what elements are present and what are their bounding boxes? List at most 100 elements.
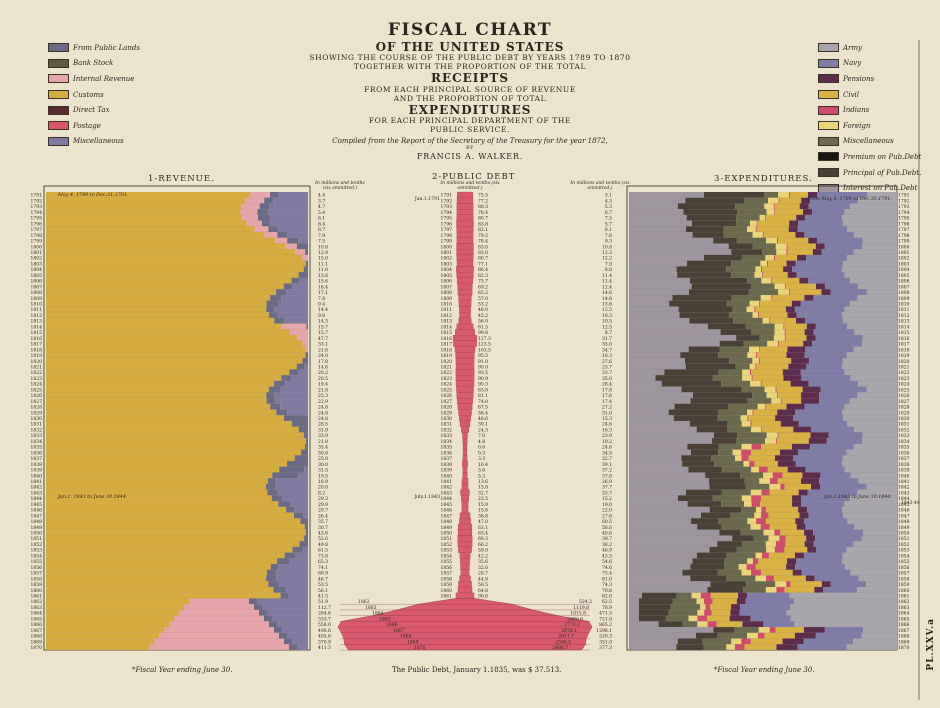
expenditure-bar-indians	[769, 317, 771, 324]
expenditure-total-label: 33.7	[602, 370, 612, 376]
expenditure-year-label: 1854	[898, 553, 910, 559]
revenue-bar-public_lands	[276, 558, 289, 565]
expenditure-total-label: 17.4	[602, 399, 612, 405]
expenditure-bar-interest	[629, 197, 686, 204]
expenditure-total-label: 31.0	[602, 410, 612, 416]
expenditure-bar-army	[867, 192, 897, 198]
expenditure-year-label: 1857	[898, 571, 910, 577]
expenditure-bar-army	[854, 524, 897, 530]
revenue-total-label: 46.7	[318, 576, 328, 582]
expenditure-bar-army	[849, 495, 897, 502]
expenditure-bar-indians	[769, 627, 776, 633]
expenditure-total-label: 7.9	[605, 261, 612, 267]
expenditure-bar-pensions	[804, 541, 814, 547]
debt-bar	[457, 289, 473, 296]
expenditure-bar-interest	[629, 558, 693, 565]
revenue-bar-public_lands	[305, 249, 308, 255]
expenditure-bar-misc_exp	[740, 472, 764, 479]
legend-label: Civil	[843, 90, 860, 99]
expenditure-year-label: 1807	[898, 284, 910, 290]
debt-bar	[456, 237, 474, 244]
revenue-bar-miscellaneous	[284, 317, 308, 324]
expenditure-bar-foreign	[763, 472, 773, 479]
expenditure-bar-army	[842, 220, 897, 227]
expenditure-bar-principal	[690, 564, 725, 570]
debt-bar	[456, 214, 474, 221]
expenditure-bar-foreign	[751, 466, 759, 473]
revenue-total-label: 15.7	[318, 330, 328, 336]
debt-year-label: 1828	[441, 405, 453, 411]
expenditure-bar-civil	[766, 506, 799, 513]
revenue-bar-customs	[46, 443, 305, 450]
expenditure-year-label: 1805	[898, 273, 910, 279]
expenditure-total-label: 3.1	[605, 193, 612, 199]
expenditure-year-label: 1843	[898, 490, 910, 496]
revenue-year-label: 1869	[31, 639, 43, 645]
revenue-bar-miscellaneous	[297, 644, 308, 650]
expenditure-bar-navy	[797, 449, 847, 456]
expenditure-bar-misc_exp	[717, 415, 741, 421]
revenue-bar-public_lands	[266, 483, 276, 490]
debt-year-label: 1801	[441, 250, 453, 256]
expenditure-bar-principal	[685, 197, 745, 204]
expenditure-bar-foreign	[775, 581, 787, 588]
expenditure-bar-navy	[763, 621, 795, 628]
expenditure-year-label: 1809	[898, 296, 910, 302]
expenditure-bar-foreign	[697, 621, 708, 628]
revenue-total-label: 21.8	[318, 387, 328, 393]
debt-bar	[454, 346, 476, 353]
expenditure-bar-misc_exp	[745, 483, 770, 490]
revenue-bar-miscellaneous	[278, 192, 308, 198]
revenue-year-label: 1849	[31, 525, 43, 531]
expenditure-bar-civil	[774, 203, 800, 210]
debt-year-label: 1808	[441, 290, 453, 296]
debt-year-label: 1866	[386, 622, 398, 628]
legend-swatch	[818, 74, 839, 84]
expenditure-bar-civil	[716, 621, 743, 628]
expenditure-bar-civil	[767, 466, 788, 473]
legend-label: Miscellaneous	[73, 137, 124, 146]
expenditure-bar-pensions	[806, 535, 816, 542]
expenditure-bar-principal	[677, 272, 732, 278]
revenue-bar-internal_revenue	[296, 335, 308, 341]
revenue-total-label: 10.8	[318, 244, 328, 250]
expenditure-bar-pensions	[801, 197, 811, 204]
debt-year-label: 1794	[441, 210, 453, 216]
expenditures-period-side-label: 1843-44	[901, 500, 920, 506]
debt-value-label: 82.1	[478, 227, 488, 233]
revenue-total-label: 51.9	[318, 599, 328, 605]
debt-value-label: 82.3	[478, 273, 488, 279]
expenditure-bar-navy	[807, 489, 858, 496]
expenditure-bar-principal	[705, 472, 741, 479]
expenditure-bar-civil	[786, 283, 816, 290]
expenditure-bar-foreign	[766, 432, 778, 439]
expenditure-bar-civil	[784, 587, 815, 593]
expenditure-bar-principal	[689, 277, 748, 284]
revenue-bar-miscellaneous	[277, 312, 308, 318]
revenue-bar-customs	[46, 403, 271, 410]
expenditure-bar-pensions	[803, 209, 813, 215]
expenditure-bar-misc_exp	[734, 627, 759, 633]
debt-year-label: 1797	[441, 227, 453, 233]
revenue-bar-customs	[46, 363, 297, 370]
expenditure-bar-civil	[780, 529, 805, 536]
expenditure-total-label: 24.6	[602, 445, 612, 451]
revenue-year-label: 1817	[31, 342, 43, 348]
revenue-total-label: 43.6	[318, 531, 328, 537]
expenditure-bar-indians	[772, 472, 783, 479]
title-line-9: FOR EACH PRINCIPAL DEPARTMENT OF THE	[368, 116, 572, 126]
expenditure-bar-navy	[808, 277, 851, 284]
expenditure-bar-army	[857, 295, 897, 301]
expenditure-bar-principal	[713, 627, 735, 633]
debt-value-label: 75.5	[478, 193, 488, 199]
expenditure-bar-principal	[682, 461, 715, 467]
debt-year-label: 1855	[441, 559, 453, 565]
revenue-total-label: 31.5	[318, 468, 328, 474]
expenditure-total-label: 9.3	[605, 239, 612, 245]
expenditure-bar-navy	[804, 518, 848, 525]
revenue-bar-customs	[46, 421, 292, 427]
expenditure-bar-principal	[691, 220, 736, 227]
revenue-bar-customs	[46, 260, 306, 267]
expenditure-bar-navy	[800, 300, 851, 307]
expenditure-bar-civil	[768, 552, 795, 559]
